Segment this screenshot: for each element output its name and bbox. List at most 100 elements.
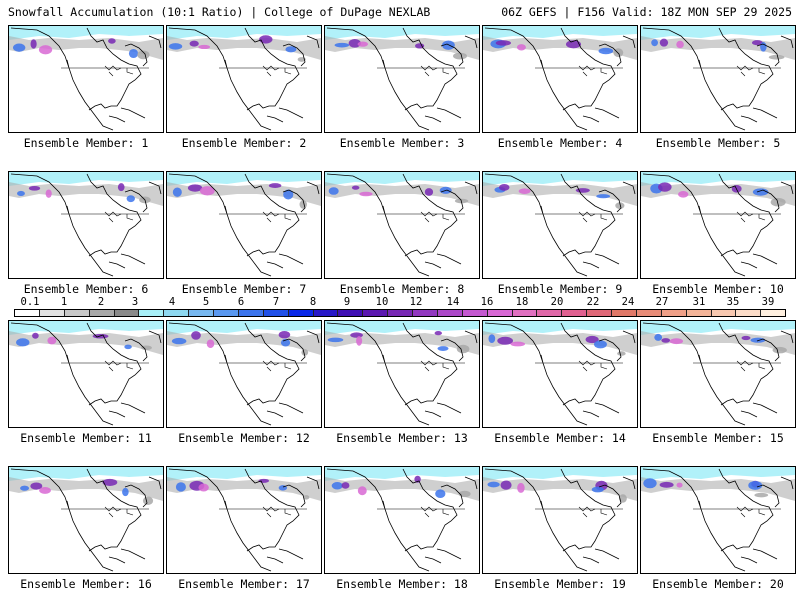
ensemble-member-label: Ensemble Member: 11 [20,431,152,445]
map-canvas [641,172,795,277]
map-canvas [9,172,163,277]
map-canvas [325,467,479,572]
color-swatch [288,310,314,316]
ensemble-map-panel [166,320,322,428]
color-swatch [537,310,563,316]
color-swatch [15,310,40,316]
ensemble-map-panel [640,466,796,574]
map-canvas [325,321,479,426]
ensemble-member-label: Ensemble Member: 2 [181,136,307,150]
color-swatch [388,310,413,316]
color-swatch [139,310,165,316]
map-canvas [325,26,479,131]
color-swatch [562,310,588,316]
map-canvas [9,26,163,131]
color-swatch [214,310,239,316]
map-canvas [483,26,637,131]
ensemble-member-label: Ensemble Member: 18 [336,577,468,591]
ensemble-member-label: Ensemble Member: 20 [652,577,784,591]
scale-tick-label: 31 [692,296,706,308]
ensemble-map-panel [482,171,638,279]
ensemble-map-panel [166,466,322,574]
map-canvas [641,26,795,131]
scale-tick-label: 9 [343,296,351,308]
color-swatch [761,310,786,316]
map-canvas [167,172,321,277]
scale-tick-label: 20 [550,296,564,308]
ensemble-member-label: Ensemble Member: 16 [20,577,152,591]
scale-tick-label: 0.1 [20,296,40,308]
map-canvas [483,172,637,277]
ensemble-member-label: Ensemble Member: 15 [652,431,784,445]
ensemble-member-label: Ensemble Member: 12 [178,431,310,445]
color-swatch [587,310,612,316]
color-swatch [114,310,140,316]
ensemble-map-panel [324,466,480,574]
color-swatch [661,310,687,316]
color-swatch [164,310,190,316]
scale-tick-label: 8 [309,296,317,308]
ensemble-member-label: Ensemble Member: 19 [494,577,626,591]
color-swatch [338,310,364,316]
color-swatch [64,310,90,316]
ensemble-map-panel [8,171,164,279]
ensemble-map-panel [8,320,164,428]
ensemble-map-panel [482,466,638,574]
ensemble-map-panel [324,320,480,428]
map-canvas [483,321,637,426]
ensemble-member-label: Ensemble Member: 10 [652,282,784,296]
ensemble-member-label: Ensemble Member: 17 [178,577,310,591]
scale-tick-label: 3 [131,296,139,308]
ensemble-map-panel [8,466,164,574]
color-swatch [487,310,513,316]
map-canvas [9,467,163,572]
ensemble-member-label: Ensemble Member: 3 [339,136,465,150]
map-canvas [167,467,321,572]
color-swatch [437,310,463,316]
scale-tick-label: 5 [202,296,210,308]
ensemble-map-panel [166,171,322,279]
ensemble-member-label: Ensemble Member: 14 [494,431,626,445]
ensemble-map-panel [324,171,480,279]
color-swatch [263,310,289,316]
map-canvas [641,321,795,426]
color-swatch [89,310,115,316]
ensemble-map-panel [482,320,638,428]
ensemble-member-label: Ensemble Member: 5 [655,136,781,150]
map-canvas [167,321,321,426]
color-swatch [189,310,214,316]
color-scale-bar [14,309,786,317]
color-swatch [636,310,662,316]
ensemble-member-label: Ensemble Member: 1 [23,136,149,150]
color-swatch [413,310,438,316]
scale-tick-label: 24 [621,296,635,308]
color-swatch [313,310,339,316]
map-title: Snowfall Accumulation (10:1 Ratio) | Col… [8,5,431,19]
scale-tick-label: 35 [726,296,740,308]
ensemble-member-label: Ensemble Member: 4 [497,136,623,150]
map-canvas [325,172,479,277]
scale-tick-label: 39 [761,296,775,308]
ensemble-map-panel [640,320,796,428]
ensemble-member-label: Ensemble Member: 9 [497,282,623,296]
ensemble-member-label: Ensemble Member: 7 [181,282,307,296]
map-canvas [483,467,637,572]
color-swatch [686,310,712,316]
color-swatch [736,310,762,316]
ensemble-member-label: Ensemble Member: 13 [336,431,468,445]
ensemble-map-panel [640,171,796,279]
run-info: 06Z GEFS | F156 Valid: 18Z MON SEP 29 20… [501,5,792,19]
scale-tick-label: 4 [168,296,176,308]
scale-tick-label: 16 [480,296,494,308]
scale-tick-label: 14 [446,296,460,308]
ensemble-map-panel [640,25,796,133]
scale-tick-label: 27 [655,296,669,308]
scale-tick-label: 18 [515,296,529,308]
scale-tick-label: 22 [586,296,600,308]
color-swatch [363,310,389,316]
ensemble-member-label: Ensemble Member: 6 [23,282,149,296]
scale-tick-label: 12 [409,296,423,308]
ensemble-map-panel [8,25,164,133]
ensemble-map-panel [482,25,638,133]
map-canvas [9,321,163,426]
